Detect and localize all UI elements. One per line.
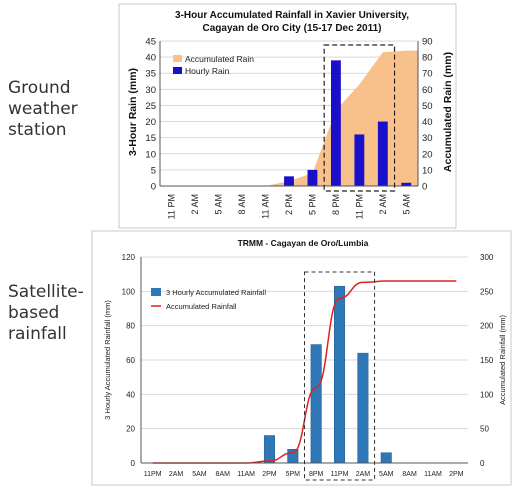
chart1-legend-label: Accumulated Rain: [185, 54, 254, 64]
chart1-y-tick-label: 5: [151, 165, 156, 176]
chart1-y-tick-label: 35: [145, 69, 156, 80]
chart1-x-tick-label: 8 PM: [331, 194, 341, 215]
chart2-y2-tick-label: 250: [480, 287, 494, 296]
chart2-x-tick-label: 2AM: [169, 471, 184, 478]
chart1-y2-axis-title: Accumulated Rain (mm): [442, 52, 454, 172]
chart2-y2-tick-label: 0: [480, 459, 485, 468]
chart1-accumulated-area: [160, 50, 418, 186]
chart2-y-tick-label: 120: [122, 253, 136, 262]
chart1-y-tick-label: 30: [145, 85, 156, 96]
chart1-y-tick-label: 10: [145, 149, 156, 160]
chart1-legend-label: Hourly Rain: [185, 66, 230, 76]
chart1-y-axis-title: 3-Hour Rain (mm): [127, 68, 139, 156]
chart2-y-tick-label: 100: [122, 287, 136, 296]
chart1-hourly-bar: [354, 134, 365, 186]
satellite-rainfall-label: Satellite- based rainfall: [8, 282, 84, 345]
chart2-y2-tick-label: 200: [480, 322, 494, 331]
chart1-x-tick-label: 11 AM: [261, 194, 271, 219]
chart2-x-tick-label: 2PM: [449, 471, 464, 478]
chart2-highlight-box: [304, 271, 376, 481]
chart1-x-tick-label: 11 PM: [167, 194, 177, 219]
chart2-y2-tick-label: 150: [480, 356, 494, 365]
chart2-x-tick-label: 8PM: [309, 471, 324, 478]
chart2-rainfall-bar: [310, 344, 322, 464]
chart2-x-tick-label: 11AM: [424, 471, 442, 478]
chart1-x-tick-label: 8 AM: [237, 194, 247, 215]
chart1-legend-swatch-accumulated: [173, 55, 182, 62]
chart1-title: Cagayan de Oro City (15-17 Dec 2011): [203, 23, 382, 34]
chart2-y2-axis-title: Accumulated Rainfall (mm): [498, 314, 507, 405]
chart1-y2-tick-label: 50: [422, 101, 433, 112]
ground-label-line: station: [8, 120, 67, 140]
ground-label-line: Ground: [8, 78, 71, 98]
chart2-x-tick-label: 5PM: [286, 471, 301, 478]
chart2-x-tick-label: 8AM: [402, 471, 417, 478]
chart2-y-tick-label: 60: [126, 356, 135, 365]
chart2-y2-tick-label: 50: [480, 425, 489, 434]
chart2-x-tick-label: 11PM: [144, 471, 162, 478]
ground-station-label: Ground weather station: [8, 78, 78, 141]
chart1-y2-tick-label: 90: [422, 37, 433, 48]
chart1-hourly-bar: [284, 176, 294, 186]
chart2-legend-swatch-bar: [151, 288, 161, 296]
chart1-x-tick-label: 5 PM: [307, 194, 317, 215]
chart1-hourly-bar: [307, 169, 318, 186]
chart2-panel: [91, 230, 512, 486]
chart2-x-tick-label: 2AM: [356, 471, 371, 478]
chart1-x-tick-label: 5 AM: [214, 194, 224, 215]
chart1-x-tick-label: 2 PM: [284, 194, 294, 215]
chart2-y2-tick-label: 100: [480, 390, 494, 399]
chart1-x-tick-label: 11 PM: [354, 194, 364, 219]
chart2-y-tick-label: 0: [131, 459, 136, 468]
satellite-label-line: based: [8, 303, 60, 323]
chart2-x-tick-label: 5AM: [192, 471, 207, 478]
chart2-legend-label: Accumulated Rainfall: [166, 302, 237, 311]
chart1-x-tick-label: 2 AM: [378, 194, 388, 215]
chart1-y-tick-label: 0: [151, 182, 156, 193]
chart2-y-tick-label: 40: [126, 390, 135, 399]
chart1-title: 3-Hour Accumulated Rainfall in Xavier Un…: [175, 10, 409, 21]
chart2-rainfall-bar: [357, 352, 369, 464]
chart2-y-axis-title: 3 Hourly Accumulated Rainfall (mm): [103, 300, 112, 420]
chart1-y2-tick-label: 70: [422, 69, 433, 80]
chart2-rainfall-bar: [263, 435, 275, 464]
chart2-title: TRMM - Cagayan de Oro/Lumbia: [238, 238, 369, 248]
chart1-y2-tick-label: 80: [422, 53, 433, 64]
chart2-rainfall-bar: [380, 452, 392, 464]
chart1-y-tick-label: 15: [145, 133, 156, 144]
chart2-x-tick-label: 2PM: [262, 471, 277, 478]
chart2-x-tick-label: 11AM: [237, 471, 255, 478]
chart1-y-tick-label: 20: [145, 117, 156, 128]
chart2-legend-label: 3 Hourly Accumulated Rainfall: [166, 288, 266, 297]
chart1-hourly-bar: [330, 60, 341, 187]
chart2-x-tick-label: 5AM: [379, 471, 394, 478]
chart1-legend-swatch-hourly: [173, 67, 182, 74]
chart1-y-tick-label: 45: [145, 37, 156, 48]
chart1-y2-tick-label: 40: [422, 117, 433, 128]
chart2-rainfall-bar: [334, 285, 346, 464]
ground-label-line: weather: [8, 99, 78, 119]
chart1-y2-tick-label: 20: [422, 149, 433, 160]
chart1-x-tick-label: 5 AM: [401, 194, 411, 215]
chart1-y-tick-label: 40: [145, 53, 156, 64]
chart2-x-tick-label: 11PM: [331, 471, 349, 478]
chart1-y2-tick-label: 0: [422, 182, 427, 193]
chart2-y-tick-label: 20: [126, 425, 135, 434]
chart1-hourly-bar: [377, 121, 388, 186]
satellite-label-line: rainfall: [8, 324, 67, 344]
chart1-hourly-bar: [401, 182, 412, 186]
chart1-y-tick-label: 25: [145, 101, 156, 112]
chart1-y2-tick-label: 10: [422, 165, 433, 176]
chart2-y2-tick-label: 300: [480, 253, 494, 262]
chart2-x-tick-label: 8AM: [216, 471, 231, 478]
chart2-y-tick-label: 80: [126, 322, 135, 331]
chart1-y2-tick-label: 30: [422, 133, 433, 144]
chart1-y2-tick-label: 60: [422, 85, 433, 96]
chart1-highlight-box: [323, 44, 396, 192]
satellite-label-line: Satellite-: [8, 282, 84, 302]
chart1-x-tick-label: 2 AM: [190, 194, 200, 215]
